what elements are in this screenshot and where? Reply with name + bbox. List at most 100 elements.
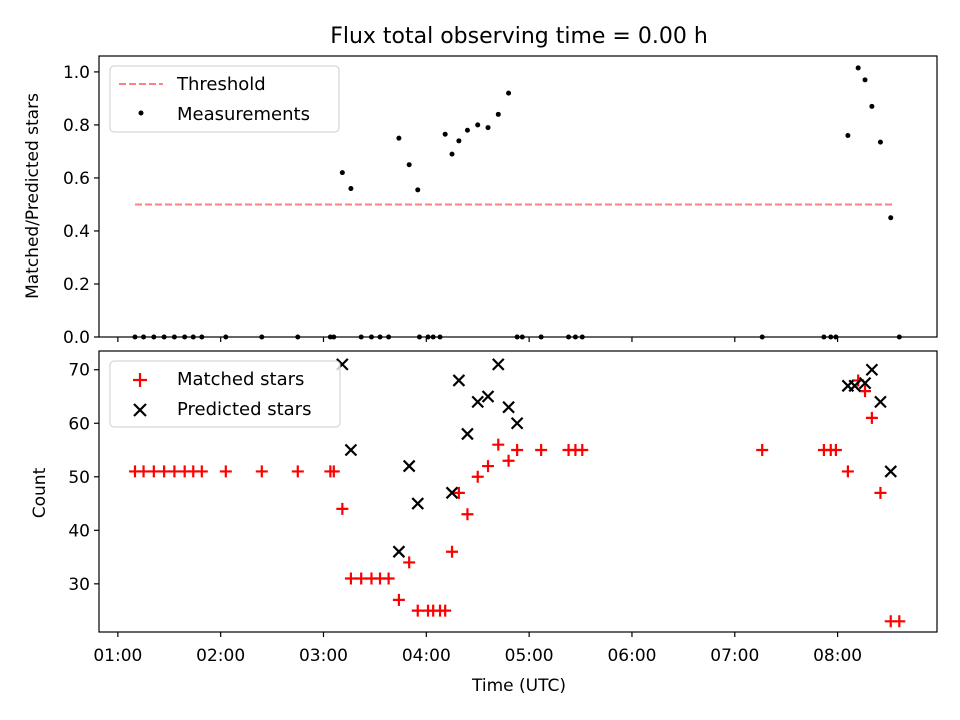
- predicted-star-marker: [411, 497, 425, 510]
- matched-star-marker: [511, 444, 524, 457]
- matched-star-marker: [452, 486, 465, 499]
- matched-star-marker: [461, 508, 474, 521]
- matched-star-marker: [291, 465, 304, 478]
- bottom-y-axis-label: Count: [30, 467, 50, 518]
- top-y-tick-label: 0.0: [63, 328, 90, 348]
- predicted-star-marker: [402, 459, 416, 473]
- bottom-legend: Matched stars Predicted stars: [109, 360, 341, 428]
- x-tick-label: 08:00: [813, 646, 862, 666]
- predicted-star-marker: [865, 363, 879, 377]
- chart-title: Flux total observing time = 0.00 h: [330, 24, 708, 49]
- bottom-plot-frame: [98, 350, 938, 633]
- matched-star-marker: [865, 411, 878, 424]
- measurement-point: [449, 151, 455, 157]
- measurement-point: [415, 187, 421, 193]
- matched-star-marker: [502, 454, 515, 467]
- matched-star-marker: [255, 465, 268, 478]
- measurement-point: [845, 133, 851, 139]
- x-tick-label: 02:00: [196, 646, 245, 666]
- x-axis-label: Time (UTC): [471, 676, 566, 696]
- matched-star-marker: [382, 572, 395, 585]
- predicted-star-marker: [461, 427, 474, 441]
- matched-star-marker: [158, 465, 171, 478]
- bottom-y-tick-label: 70: [68, 361, 90, 381]
- matched-star-marker: [893, 615, 906, 628]
- predicted-star-marker: [858, 376, 872, 390]
- matched-stars-series: [128, 374, 906, 628]
- predicted-stars-series: [336, 358, 898, 558]
- predicted-star-marker: [848, 379, 862, 393]
- top-y-tick-label: 0.8: [63, 116, 90, 136]
- bottom-axes: 01:00 02:00 03:00 04:00 05:00 06:00 07:00 08:00…: [68, 361, 862, 666]
- x-tick-label: 07:00: [710, 646, 759, 666]
- measurement-point: [464, 127, 470, 133]
- measurement-point: [888, 215, 894, 221]
- matched-star-marker: [219, 465, 232, 478]
- measurement-point: [485, 125, 491, 131]
- predicted-star-marker: [481, 390, 495, 403]
- measurement-point: [506, 90, 512, 96]
- measurement-point: [475, 122, 481, 128]
- bottom-plot-panel: 01:00 02:00 03:00 04:00 05:00 06:00 07:00 08:00…: [30, 350, 938, 696]
- measurement-point: [456, 138, 462, 144]
- measurement-point: [855, 65, 861, 71]
- matched-star-marker: [168, 465, 181, 478]
- matched-star-marker: [327, 465, 340, 478]
- matched-star-marker: [829, 444, 842, 457]
- predicted-star-marker: [452, 374, 466, 387]
- matched-star-marker: [336, 502, 349, 515]
- predicted-star-marker: [445, 486, 459, 500]
- matched-star-marker: [535, 444, 548, 457]
- top-y-tick-label: 0.4: [63, 222, 90, 242]
- measurement-point: [862, 77, 868, 83]
- matched-star-marker: [137, 465, 150, 478]
- matched-star-marker: [392, 593, 405, 606]
- x-tick-label: 03:00: [299, 646, 348, 666]
- predicted-star-marker: [344, 443, 358, 457]
- measurements-legend-label: Measurements: [177, 104, 310, 125]
- measurement-point: [869, 103, 875, 109]
- top-plot-frame: [98, 55, 938, 338]
- matched-star-marker: [439, 604, 452, 617]
- predicted-star-marker: [884, 465, 898, 478]
- matched-star-marker: [195, 465, 208, 478]
- matched-star-marker: [471, 470, 484, 483]
- predicted-star-marker: [492, 358, 505, 371]
- matched-legend-swatch: [133, 373, 147, 387]
- x-tick-label: 01:00: [93, 646, 142, 666]
- predicted-star-marker: [502, 400, 515, 414]
- top-y-axis-label: Matched/Predicted stars: [23, 93, 43, 299]
- measurement-point: [396, 135, 402, 141]
- threshold-legend-label: Threshold: [176, 74, 266, 95]
- measurement-point: [406, 162, 412, 168]
- matched-star-marker: [344, 572, 357, 585]
- measurement-point: [877, 139, 883, 145]
- bottom-y-tick-label: 50: [68, 468, 90, 488]
- top-y-tick-label: 0.2: [63, 275, 90, 295]
- measurement-point: [495, 111, 501, 117]
- x-tick-label: 06:00: [607, 646, 656, 666]
- predicted-legend-swatch: [133, 403, 147, 417]
- matched-star-marker: [874, 486, 887, 499]
- matched-star-marker: [756, 444, 769, 457]
- matched-legend-label: Matched stars: [177, 369, 304, 390]
- top-legend-box: [109, 65, 340, 133]
- predicted-star-marker: [874, 395, 887, 409]
- matched-star-marker: [403, 556, 416, 569]
- top-y-tick-label: 0.6: [63, 169, 90, 189]
- bottom-legend-box: [109, 360, 341, 428]
- matched-star-marker: [482, 460, 495, 473]
- bottom-y-tick-label: 60: [68, 414, 90, 434]
- measurements-legend-swatch: [138, 110, 144, 116]
- matched-star-marker: [841, 465, 854, 478]
- x-tick-label: 04:00: [402, 646, 451, 666]
- predicted-star-marker: [471, 395, 485, 409]
- bottom-y-tick-label: 30: [68, 575, 90, 595]
- measurement-point: [442, 131, 448, 137]
- predicted-legend-label: Predicted stars: [177, 399, 311, 420]
- matched-star-marker: [355, 572, 368, 585]
- top-legend: Threshold Measurements: [109, 65, 340, 133]
- matched-star-marker: [859, 385, 872, 398]
- top-plot-panel: 0.0 0.2 0.4 0.6 0.8 1.0 Matched/Predicted sta…: [23, 55, 938, 348]
